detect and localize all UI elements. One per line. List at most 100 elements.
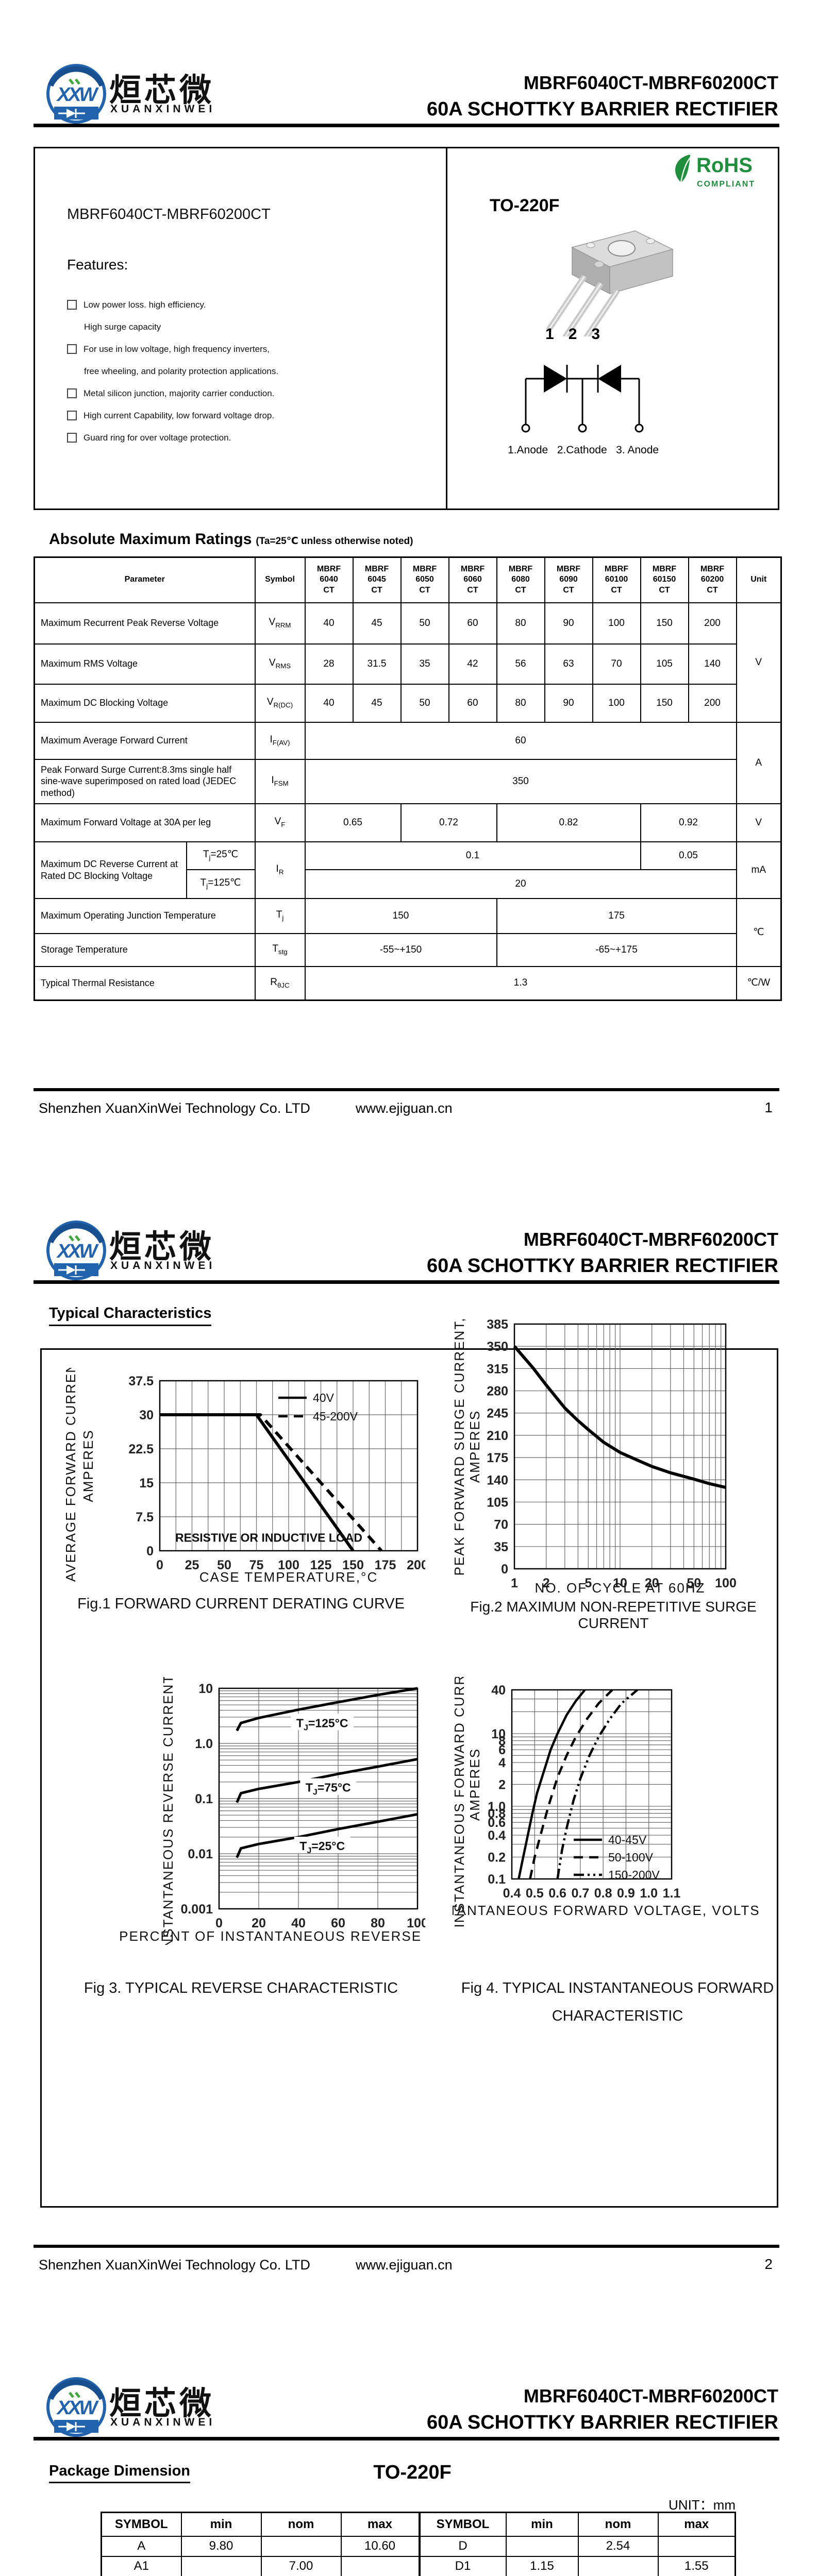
amr-row: Maximum Operating Junction Temperature Tj… [34, 897, 782, 967]
amr-cell: A [736, 721, 782, 804]
company-name-english: XUANXINWEI [110, 2416, 216, 2428]
footer-website: www.ejiguan.cn [356, 1100, 453, 1116]
dim-cell: 1.55 [657, 2555, 736, 2576]
amr-cell: MBRF 6060 CT [448, 556, 497, 603]
amr-row: Maximum DC Blocking Voltage VR(DC) 40 45 50 6… [34, 683, 781, 723]
header-rule [34, 2437, 779, 2441]
svg-text:0: 0 [501, 1562, 508, 1577]
dim-cell: 7.00 [260, 2555, 342, 2576]
amr-cell: 0.92 [640, 803, 737, 842]
amr-cell: Maximum DC Blocking Voltage [34, 683, 256, 723]
feature-text: For use in low voltage, high frequency i… [84, 344, 270, 354]
amr-cell: 0.65 [304, 803, 402, 842]
fig4-forward-characteristic-chart: 0.4 0.5 0.6 0.7 0.8 0.9 1.0 1.10.10.20.40.60.81… [453, 1677, 759, 1927]
unit-label: UNIT：mm [669, 2497, 736, 2513]
dim-cell: max [340, 2512, 420, 2537]
amr-cell: 0.1 [304, 841, 641, 870]
amr-cell: Tj=25℃ [186, 841, 256, 870]
package-dimension-heading: Package Dimension [49, 2463, 190, 2483]
feature-text: free wheeling, and polarity protection a… [84, 366, 279, 376]
feature-item: For use in low voltage, high frequency i… [67, 338, 428, 360]
amr-cell: 56 [496, 643, 545, 685]
dim-cell: min [180, 2512, 262, 2537]
amr-cell: VF [254, 803, 306, 842]
logo-monogram: XXW [56, 84, 99, 106]
fig2-caption: Fig.2 MAXIMUM NON-REPETITIVE SURGE CURRE… [470, 1599, 757, 1631]
svg-text:0.8: 0.8 [594, 1886, 612, 1901]
amr-cell: -55~+150 [304, 933, 497, 967]
svg-text:10: 10 [198, 1682, 213, 1696]
amr-cell: 100 [592, 683, 641, 723]
dim-cell: nom [260, 2512, 342, 2537]
rohs-text: RoHS [696, 154, 753, 177]
package-name-label: TO-220F [373, 2462, 452, 2483]
amr-cell: Typical Thermal Resistance [34, 965, 256, 1001]
features-list: Low power loss. high efficiency. High sur… [67, 294, 428, 449]
dim-cell: 2.54 [577, 2535, 659, 2557]
svg-text:TJ=75°C: TJ=75°C [306, 1781, 351, 1797]
device-description-title: 60A SCHOTTKY BARRIER RECTIFIER [427, 1255, 778, 1277]
amr-cell: MBRF 60150 CT [640, 556, 689, 603]
svg-text:7.5: 7.5 [136, 1510, 154, 1524]
svg-text:AMPERES: AMPERES [467, 1748, 482, 1821]
abs-max-ratings-heading: Absolute Maximum Ratings (Ta=25℃ unless o… [49, 531, 413, 548]
fig4-caption-line2: CHARACTERISTIC [552, 2008, 683, 2024]
amr-cell: 60 [448, 683, 497, 723]
amr-cell: 45 [352, 683, 402, 723]
product-summary-panel [34, 147, 779, 510]
amr-cell: 45 [352, 602, 402, 645]
feature-text: Metal silicon junction, majority carrier… [84, 388, 275, 398]
amr-cell: MBRF 6050 CT [400, 556, 449, 603]
amr-row: Tj=125℃ 20 [35, 869, 781, 899]
dim-cell: 1.15 [505, 2555, 579, 2576]
svg-text:AMPERES: AMPERES [80, 1429, 96, 1502]
amr-cell: IF(AV) [254, 721, 306, 760]
svg-text:350: 350 [487, 1340, 508, 1354]
fig1-caption: Fig.1 FORWARD CURRENT DERATING CURVE [77, 1596, 405, 1612]
document-title: MBRF6040CT-MBRF60200CT 60A SCHOTTKY BARR… [427, 70, 778, 123]
amr-cell: MBRF 6090 CT [544, 556, 593, 603]
part-range-title: MBRF6040CT-MBRF60200CT [523, 2385, 778, 2406]
amr-cell: Tj [254, 897, 306, 934]
svg-text:45-200V: 45-200V [313, 1410, 358, 1423]
amr-cell: 70 [592, 643, 641, 685]
svg-text:0.8: 0.8 [488, 1807, 506, 1821]
amr-cell: 90 [544, 602, 593, 645]
svg-text:0: 0 [156, 1558, 163, 1572]
svg-text:AVERAGE FORWARD CURRENT,: AVERAGE FORWARD CURRENT, [63, 1368, 78, 1582]
amr-cell: 31.5 [352, 643, 402, 685]
feature-text: Low power loss. high efficiency. [84, 299, 206, 310]
checkbox-bullet-icon [67, 411, 77, 420]
footer-company: Shenzhen XuanXinWei Technology Co. LTD [39, 1100, 310, 1116]
feature-item: free wheeling, and polarity protection a… [67, 360, 428, 382]
amr-cell: Maximum DC Reverse Current at Rated DC B… [34, 841, 187, 899]
svg-text:10: 10 [491, 1727, 506, 1741]
svg-text:0.2: 0.2 [488, 1851, 506, 1865]
amr-cell: Symbol [254, 556, 306, 603]
svg-text:INSTANTANEOUS FORWARD CURRENT,: INSTANTANEOUS FORWARD CURRENT, [453, 1677, 467, 1927]
dim-cell: 10.60 [340, 2535, 420, 2557]
svg-text:280: 280 [487, 1384, 508, 1399]
dim-cell [505, 2535, 579, 2557]
svg-text:0.1: 0.1 [195, 1792, 213, 1806]
amr-cell: VR(DC) [254, 683, 306, 723]
svg-text:TJ=25°C: TJ=25°C [299, 1839, 345, 1855]
amr-row: Maximum DC Reverse Current at Rated DC B… [34, 841, 782, 899]
amr-row: Maximum Forward Voltage at 30A per leg VF… [34, 803, 782, 842]
page-number: 1 [764, 1099, 773, 1115]
amr-cell: 60 [304, 721, 737, 760]
part-range-title: MBRF6040CT-MBRF60200CT [523, 1229, 778, 1250]
amr-cell: 0.82 [496, 803, 641, 842]
amr-cell: MBRF 60200 CT [688, 556, 737, 603]
svg-text:0.01: 0.01 [188, 1847, 213, 1861]
fig3-reverse-characteristic-chart: 0 20 40 60 80 100 10 1.0 0.1 0.01 0.001 PERCENT OF … [119, 1677, 425, 1945]
svg-text:15: 15 [139, 1476, 154, 1490]
checkbox-bullet-icon [67, 388, 77, 398]
amr-cell: MBRF 6080 CT [496, 556, 545, 603]
svg-text:105: 105 [487, 1495, 508, 1510]
dim-cell: D1 [418, 2555, 507, 2576]
amr-row: Typical Thermal Resistance RθJC 1.3 ℃/W [34, 965, 782, 1001]
amr-cell: 80 [496, 683, 545, 723]
svg-text:20: 20 [252, 1916, 266, 1930]
